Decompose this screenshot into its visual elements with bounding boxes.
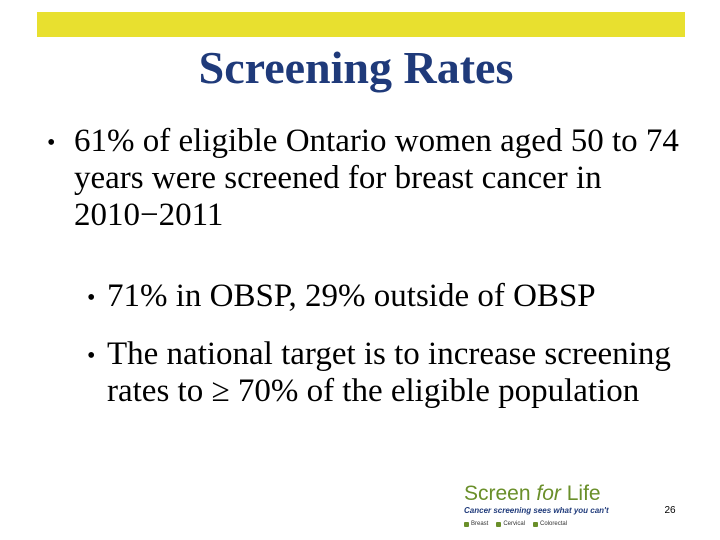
header-accent-bar [37,12,685,37]
check-icon [464,521,469,527]
logo-wordmark: Screen for Life [464,482,601,506]
logo-category-colorectal: Colorectal [533,519,567,529]
logo-word-life: Life [560,482,601,505]
bullet-text: 61% of eligible Ontario women aged 50 to… [74,123,679,233]
logo-category-label: Colorectal [540,521,568,527]
logo-category-breast: Breast [464,519,488,529]
bullet-item-sub-1: • 71% in OBSP, 29% outside of OBSP [87,278,717,315]
logo-category-label: Cervical [503,521,526,527]
check-icon [533,521,539,527]
screen-for-life-logo: Screen for Life Cancer screening sees wh… [462,482,622,534]
bullet-dot-icon: • [47,130,56,156]
logo-word-screen: Screen [464,482,537,505]
bullet-dot-icon: • [87,285,96,311]
bullet-item-main: • 61% of eligible Ontario women aged 50 … [47,123,707,234]
logo-categories: Breast Cervical Colorectal [464,519,567,529]
logo-category-label: Breast [471,521,489,527]
bullet-dot-icon: • [87,343,96,369]
bullet-text: The national target is to increase scree… [107,336,671,409]
logo-category-cervical: Cervical [496,519,525,529]
bullet-text: 71% in OBSP, 29% outside of OBSP [107,278,596,314]
slide-title: Screening Rates [198,42,514,93]
logo-word-for: for [536,482,561,505]
check-icon [496,521,502,527]
bullet-item-sub-2: • The national target is to increase scr… [87,336,707,410]
page-number: 26 [664,505,676,516]
logo-tagline: Cancer screening sees what you can't [464,506,609,515]
